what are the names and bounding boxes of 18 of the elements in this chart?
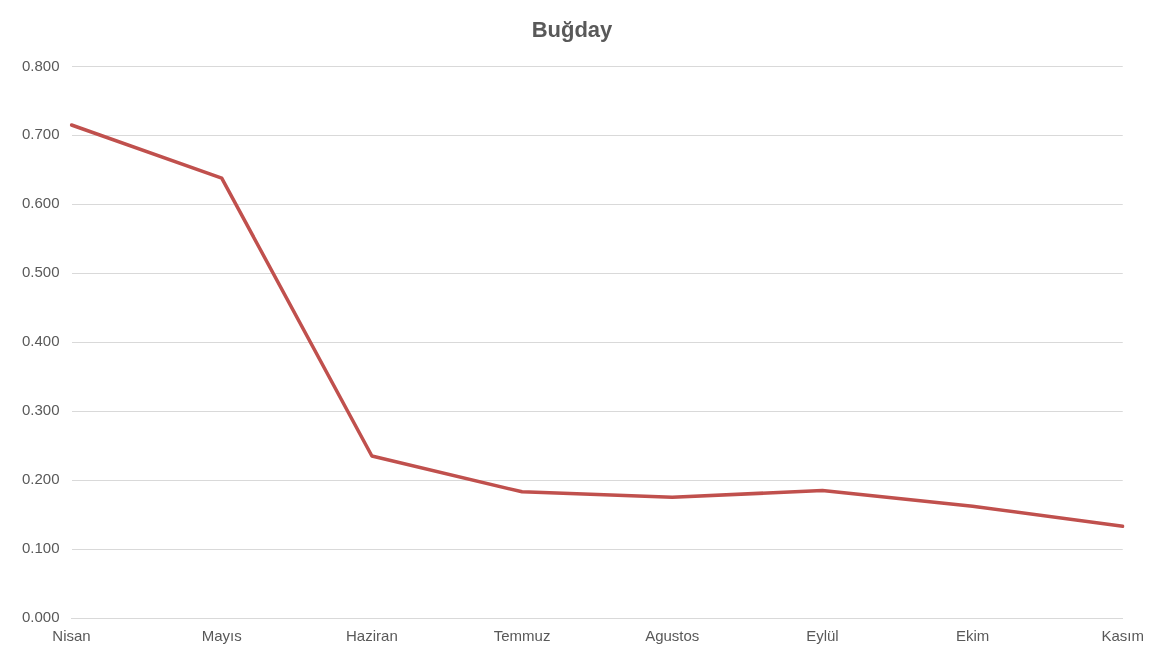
x-tick-label: Nisan <box>52 627 91 645</box>
y-tick-label: 0.400 <box>21 332 60 350</box>
y-tick-label: 0.500 <box>21 263 60 281</box>
y-tick-label: 0.700 <box>21 125 60 143</box>
y-tick-label: 0.100 <box>21 539 60 557</box>
x-tick-label: Temmuz <box>493 627 551 645</box>
chart-title: Buğday <box>531 17 614 43</box>
y-tick-label: 0.300 <box>21 401 60 419</box>
x-tick-label: Eylül <box>806 627 839 645</box>
y-tick-label: 0.800 <box>21 56 60 74</box>
x-tick-label: Agustos <box>645 627 700 645</box>
x-tick-label: Kasım <box>1101 627 1144 645</box>
y-tick-label: 0.600 <box>21 194 60 212</box>
y-tick-label: 0.000 <box>21 608 60 626</box>
x-tick-label: Haziran <box>346 627 398 645</box>
y-tick-label: 0.200 <box>21 470 60 488</box>
x-tick-label: Mayıs <box>201 627 242 645</box>
x-tick-label: Ekim <box>955 627 990 645</box>
